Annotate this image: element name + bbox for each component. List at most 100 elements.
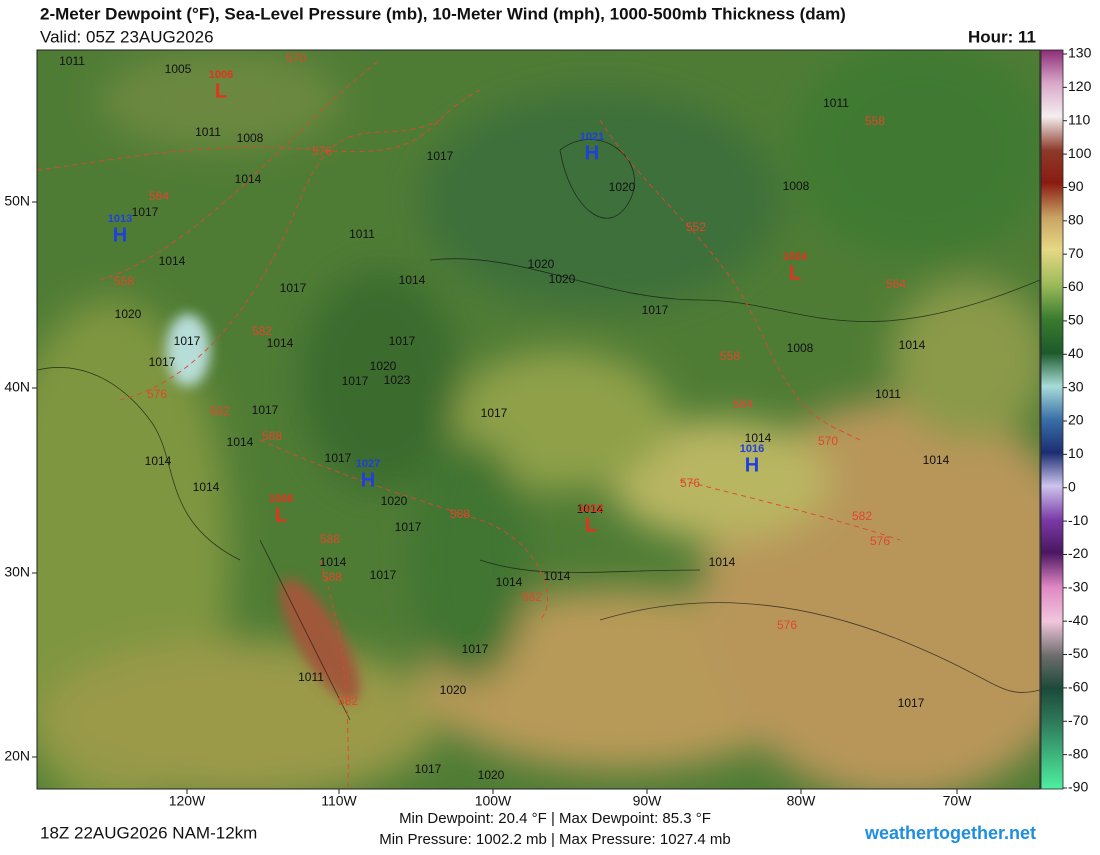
isobar-label: 1017	[389, 334, 416, 348]
isobar-label: 1014	[709, 555, 736, 569]
pressure-center-value: 1027	[356, 458, 380, 470]
isobar-label: 1008	[783, 179, 810, 193]
colorbar-label: 70	[1068, 245, 1084, 261]
isobar-label: 1011	[298, 670, 324, 684]
isobar-label: 1020	[370, 359, 397, 373]
thickness-label: 564	[149, 189, 169, 203]
pressure-center-value: 1004	[783, 251, 808, 263]
isobar-label: 1017	[395, 520, 422, 534]
isobar-label: 1020	[528, 257, 555, 271]
thickness-label: 558	[720, 349, 740, 363]
isobar-label: 1014	[267, 336, 294, 350]
colorbar-label: 110	[1068, 111, 1091, 127]
pressure-center-value: 1012	[579, 503, 603, 515]
thickness-label: 582	[522, 590, 542, 604]
isobar-label: 1020	[115, 307, 142, 321]
thickness-label: 564	[733, 397, 753, 411]
isobar-label: 1020	[549, 272, 576, 286]
isobar-label: 1011	[875, 387, 901, 401]
isobar-label: 1014	[159, 254, 186, 268]
isobar-label: 1017	[642, 303, 669, 317]
map-title: 2-Meter Dewpoint (°F), Sea-Level Pressur…	[40, 4, 846, 23]
colorbar-label: -10	[1068, 512, 1088, 528]
isobar-label: 1017	[481, 406, 508, 420]
colorbar-label: 80	[1068, 212, 1084, 228]
colorbar-label: 40	[1068, 345, 1084, 361]
isobar-label: 1005	[165, 62, 192, 76]
isobar-label: 1014	[923, 453, 950, 467]
lon-label: 110W	[321, 793, 357, 809]
isobar-label: 1014	[899, 338, 926, 352]
colorbar	[1040, 49, 1064, 790]
colorbar-label: 0	[1068, 478, 1076, 494]
colorbar-label: -80	[1068, 745, 1088, 761]
thickness-label: 588	[322, 570, 342, 584]
isobar-label: 1014	[544, 569, 571, 583]
isobar-label: 1017	[325, 451, 352, 465]
lon-label: 120W	[169, 793, 206, 809]
pressure-center-letter: L	[585, 514, 597, 536]
thickness-label: 582	[338, 694, 358, 708]
pressure-center-letter: H	[361, 469, 375, 491]
lon-label: 90W	[633, 793, 663, 809]
isobar-label: 1017	[370, 568, 397, 582]
colorbar-label: 10	[1068, 445, 1084, 461]
thickness-label: 552	[686, 220, 706, 234]
isobar-label: 1014	[227, 435, 254, 449]
pressure-center-value: 1006	[209, 69, 233, 81]
colorbar-label: -50	[1068, 645, 1088, 661]
pressure-center-letter: L	[275, 504, 287, 526]
thickness-label: 588	[320, 532, 340, 546]
isobar-label: 1014	[320, 555, 347, 569]
isobar-label: 1008	[787, 341, 814, 355]
isobar-label: 1008	[237, 131, 264, 145]
colorbar-label: 100	[1068, 145, 1092, 161]
pressure-center-value: 1021	[580, 131, 604, 143]
isobar-label: 1014	[577, 502, 604, 516]
thickness-label: 570	[286, 51, 306, 65]
thickness-label: 582	[852, 509, 872, 523]
isobar-label: 1017	[342, 374, 369, 388]
site-credit[interactable]: weathertogether.net	[864, 823, 1036, 843]
lon-label: 100W	[475, 793, 512, 809]
pressure-center-value: 1008	[269, 493, 293, 505]
isobar-label: 1011	[823, 96, 849, 110]
isobar-label: 1017	[132, 205, 159, 219]
isobar-label: 1014	[193, 480, 220, 494]
colorbar-label: 60	[1068, 278, 1084, 294]
isobar-label: 1017	[174, 334, 201, 348]
lon-label: 70W	[943, 793, 973, 809]
isobar-label: 1020	[381, 494, 408, 508]
thickness-label: 582	[252, 324, 272, 338]
colorbar-label: -40	[1068, 612, 1088, 628]
colorbar-label: -30	[1068, 579, 1088, 595]
map-field	[37, 50, 1040, 789]
pressure-stats: Min Pressure: 1002.2 mb | Max Pressure: …	[379, 831, 731, 848]
colorbar-label: -20	[1068, 545, 1088, 561]
thickness-label: 582	[210, 404, 230, 418]
colorbar-label: 120	[1068, 78, 1092, 94]
isobar-label: 1014	[145, 454, 172, 468]
isobar-label: 1020	[440, 683, 467, 697]
colorbar-label: 50	[1068, 312, 1084, 328]
isobar-label: 1014	[496, 575, 523, 589]
model-run: 18Z 22AUG2026 NAM-12km	[40, 823, 257, 842]
isobar-label: 1014	[235, 172, 262, 186]
map-frame	[36, 49, 1041, 790]
colorbar-label: 90	[1068, 178, 1084, 194]
colorbar-label: 20	[1068, 412, 1084, 428]
lon-label: 80W	[787, 793, 817, 809]
colorbar-label: -70	[1068, 712, 1088, 728]
isobar-label: 1017	[427, 149, 454, 163]
isobar-label: 1017	[252, 403, 279, 417]
isobar-label: 1011	[195, 125, 221, 139]
lat-label: 20N	[4, 748, 30, 764]
colorbar-label: -90	[1068, 779, 1088, 795]
pressure-center-value: 1013	[108, 213, 132, 225]
thickness-label: 558	[114, 274, 134, 288]
thickness-label: 576	[870, 534, 890, 548]
lat-label: 30N	[4, 564, 30, 580]
isobar-label: 1023	[384, 373, 411, 387]
thickness-label: 570	[818, 434, 838, 448]
colorbar-label: 130	[1068, 45, 1092, 61]
